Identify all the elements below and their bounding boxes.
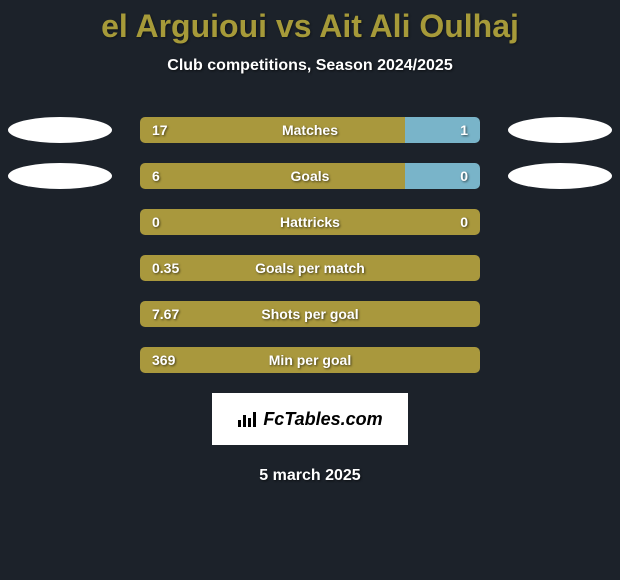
bar-track bbox=[140, 209, 480, 235]
bar-track bbox=[140, 301, 480, 327]
player-ellipse bbox=[8, 117, 112, 143]
stat-value-left: 0.35 bbox=[152, 255, 179, 281]
bar-track bbox=[140, 347, 480, 373]
bar-left bbox=[140, 301, 480, 327]
bar-left bbox=[140, 255, 480, 281]
stat-value-left: 6 bbox=[152, 163, 160, 189]
stat-value-right: 0 bbox=[460, 163, 468, 189]
subtitle: Club competitions, Season 2024/2025 bbox=[0, 57, 620, 75]
bar-left bbox=[140, 209, 480, 235]
stat-row: 171Matches bbox=[0, 117, 620, 143]
stat-value-left: 7.67 bbox=[152, 301, 179, 327]
stat-row: 369Min per goal bbox=[0, 347, 620, 373]
bar-left bbox=[140, 163, 405, 189]
logo-text: FcTables.com bbox=[237, 409, 382, 430]
stat-value-left: 17 bbox=[152, 117, 168, 143]
logo-label: FcTables.com bbox=[263, 409, 382, 430]
player-ellipse bbox=[508, 117, 612, 143]
fctables-logo: FcTables.com bbox=[212, 393, 408, 445]
bar-left bbox=[140, 347, 480, 373]
bar-track bbox=[140, 117, 480, 143]
date-label: 5 march 2025 bbox=[0, 467, 620, 485]
stats-area: 171Matches60Goals00Hattricks0.35Goals pe… bbox=[0, 117, 620, 373]
player-ellipse bbox=[8, 163, 112, 189]
stat-value-left: 0 bbox=[152, 209, 160, 235]
bar-right bbox=[405, 117, 480, 143]
stat-value-left: 369 bbox=[152, 347, 175, 373]
stat-row: 0.35Goals per match bbox=[0, 255, 620, 281]
page-title: el Arguioui vs Ait Ali Oulhaj bbox=[0, 8, 620, 45]
bar-track bbox=[140, 163, 480, 189]
stat-row: 60Goals bbox=[0, 163, 620, 189]
bar-right bbox=[405, 163, 480, 189]
bar-left bbox=[140, 117, 405, 143]
player-ellipse bbox=[508, 163, 612, 189]
bars-icon bbox=[237, 410, 259, 428]
stat-row: 00Hattricks bbox=[0, 209, 620, 235]
stat-value-right: 0 bbox=[460, 209, 468, 235]
bar-track bbox=[140, 255, 480, 281]
comparison-infographic: el Arguioui vs Ait Ali Oulhaj Club compe… bbox=[0, 0, 620, 580]
stat-value-right: 1 bbox=[460, 117, 468, 143]
stat-row: 7.67Shots per goal bbox=[0, 301, 620, 327]
